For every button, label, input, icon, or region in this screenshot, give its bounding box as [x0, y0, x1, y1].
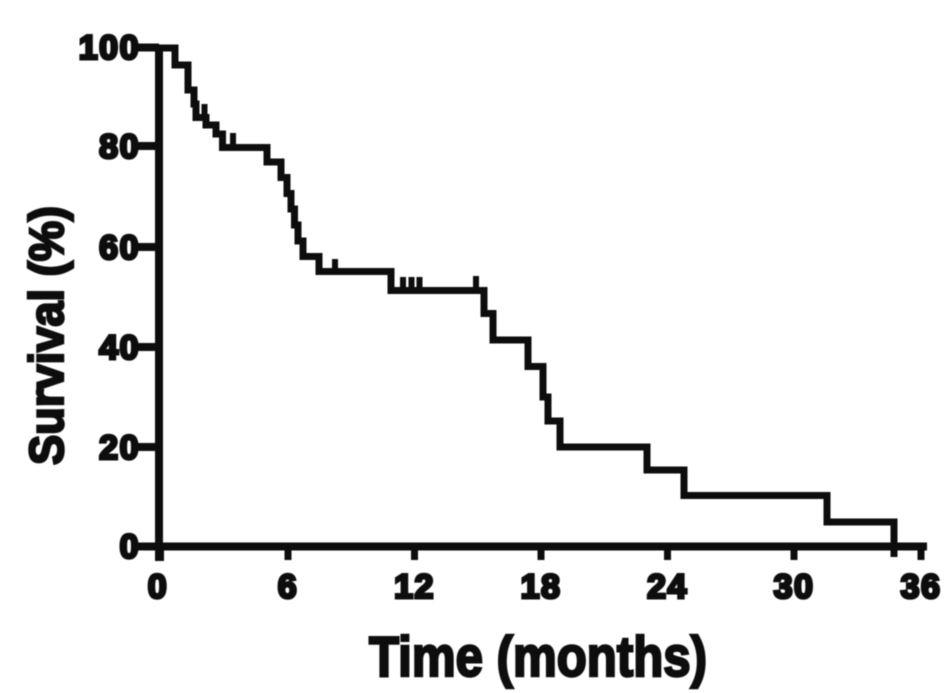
- svg-text:Time (months): Time (months): [369, 625, 707, 689]
- svg-text:20: 20: [99, 429, 140, 467]
- svg-text:Survival (%): Survival (%): [21, 206, 74, 465]
- svg-text:0: 0: [120, 528, 140, 566]
- svg-text:6: 6: [278, 568, 298, 606]
- svg-text:36: 36: [901, 568, 942, 606]
- svg-text:0: 0: [148, 568, 168, 606]
- svg-text:24: 24: [647, 568, 688, 606]
- svg-text:40: 40: [99, 329, 140, 367]
- svg-text:12: 12: [394, 568, 435, 606]
- svg-text:30: 30: [774, 568, 815, 606]
- svg-text:80: 80: [99, 128, 140, 166]
- svg-text:18: 18: [521, 568, 562, 606]
- svg-text:60: 60: [99, 229, 140, 267]
- svg-text:100: 100: [79, 29, 140, 67]
